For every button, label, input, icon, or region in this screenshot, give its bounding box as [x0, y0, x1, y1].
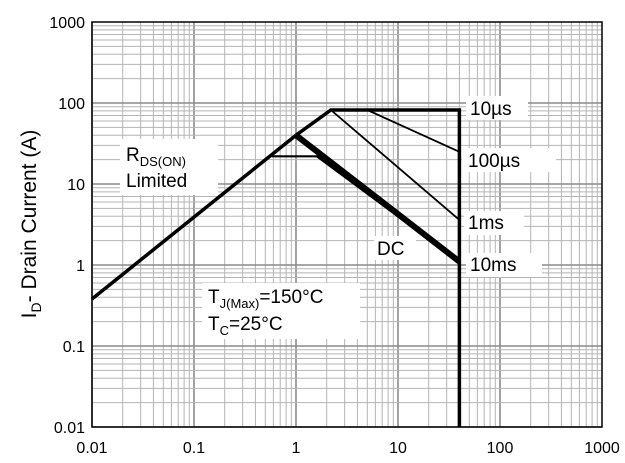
label-tc: TC=25°C [208, 314, 283, 338]
label-bg-rdson [120, 139, 218, 195]
series-group [90, 108, 462, 427]
label-rdson-main: R [126, 145, 140, 166]
label-10us: 10µs [470, 99, 512, 120]
label-tj-main: T [208, 287, 220, 308]
label-bg-conditions [202, 283, 360, 339]
y-tick-label: 100 [58, 96, 85, 113]
label-rdson: RDS(ON) [126, 145, 186, 169]
label-tc-main: T [208, 314, 220, 335]
x-tick-label: 100 [487, 440, 514, 457]
label-bg-1ms [464, 211, 524, 235]
label-10ms: 10ms [470, 255, 516, 276]
plot-border [91, 21, 603, 428]
y-tick-label: 0.1 [63, 339, 85, 356]
series-line-3 [366, 109, 460, 153]
series-line-6 [294, 132, 462, 264]
x-tick-label: 1 [292, 440, 301, 457]
label-bg-10us [466, 96, 528, 120]
y-tick-labels: 0.01 0.1 1 10 100 1000 [49, 15, 85, 437]
y-axis-title-sub: D [28, 302, 44, 312]
label-tc-sub: C [220, 323, 229, 338]
series-line-4 [330, 109, 460, 221]
series-line-1 [90, 133, 298, 301]
label-1ms: 1ms [468, 213, 504, 234]
label-rdson-sub: DS(ON) [140, 154, 186, 169]
label-bg-100us [462, 148, 556, 172]
y-axis-title: ID- Drain Current (A) [18, 130, 44, 319]
y-tick-label: 0.01 [54, 420, 85, 437]
y-axis-title-rest: - Drain Current (A) [18, 130, 41, 303]
x-tick-labels: 0.01 0.1 1 10 100 1000 [76, 440, 619, 457]
label-tj: TJ(Max)=150°C [208, 287, 323, 311]
y-tick-label: 10 [67, 177, 85, 194]
plot-background [92, 22, 602, 427]
label-bg-dc [374, 236, 416, 260]
x-tick-label: 10 [389, 440, 407, 457]
label-tc-rest: =25°C [229, 314, 283, 335]
annotation-group: 10µs 100µs 1ms 10ms DC RDS(ON) Limited T… [120, 96, 556, 339]
label-100us: 100µs [468, 151, 520, 172]
x-tick-label: 0.1 [183, 440, 205, 457]
label-bg-10ms [466, 253, 542, 277]
label-tj-sub: J(Max) [220, 296, 260, 311]
label-dc: DC [377, 239, 404, 260]
series-line-2 [294, 108, 462, 427]
x-tick-label: 0.01 [76, 440, 107, 457]
y-axis-title-main: I [18, 312, 41, 318]
label-limited: Limited [126, 171, 187, 192]
y-tick-label: 1000 [49, 15, 85, 32]
x-tick-label: 1000 [584, 440, 620, 457]
y-tick-label: 1 [76, 258, 85, 275]
label-tj-rest: =150°C [259, 287, 323, 308]
grid [91, 22, 602, 428]
